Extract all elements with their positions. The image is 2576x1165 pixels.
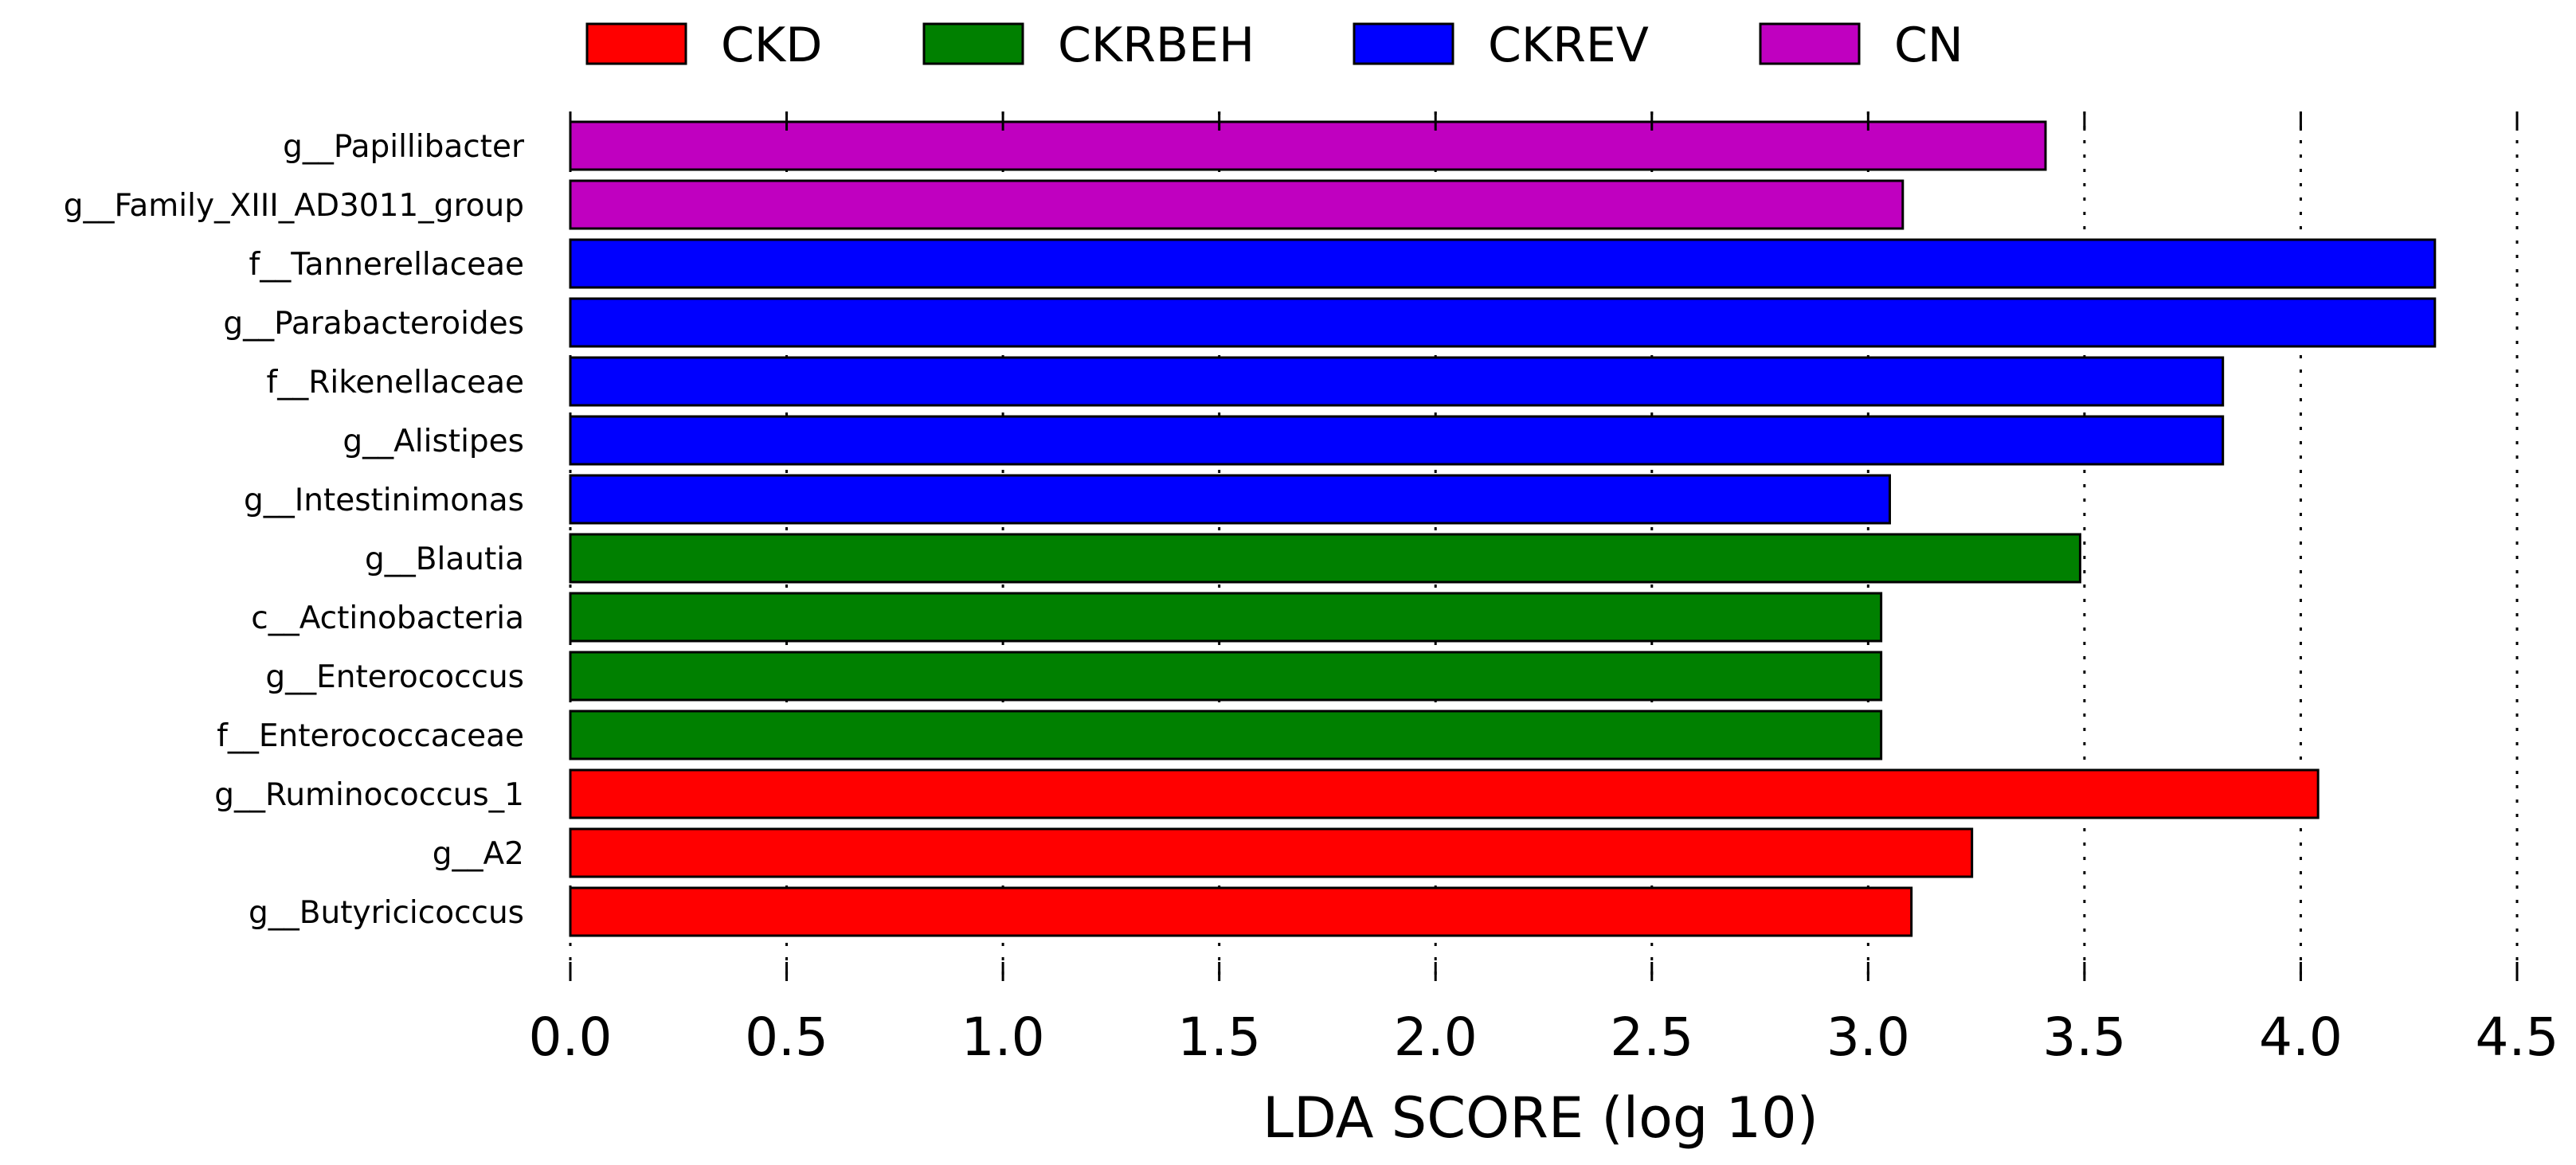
- bar-category-label: f__Rikenellaceae: [267, 365, 524, 401]
- bar-category-label: g__Blautia: [365, 541, 524, 577]
- legend-label-cn: CN: [1894, 18, 1963, 73]
- bar: [569, 356, 2225, 407]
- bar-category-label: g__Butyricicoccus: [249, 895, 524, 931]
- bar-category-label: g__Intestinimonas: [244, 483, 524, 518]
- bar: [569, 651, 1883, 702]
- x-axis-title: LDA SCORE (log 10): [1263, 1085, 1818, 1151]
- bar-category-label: g__Family_XIII_AD3011_group: [64, 188, 524, 224]
- bar-category-label: f__Tannerellaceae: [249, 247, 525, 283]
- legend-label-ckrev: CKREV: [1488, 18, 1649, 73]
- bar: [569, 827, 1974, 878]
- bar: [569, 886, 1913, 937]
- bar: [569, 415, 2225, 466]
- x-tick-label: 2.0: [1394, 1007, 1478, 1068]
- legend-swatch-cn: [1759, 22, 1861, 65]
- x-axis: 0.0 0.5 1.0 1.5 2.0 2.5 3.0 3.5 4.0 4.5: [529, 111, 2559, 1068]
- x-tick-label: 0.0: [529, 1007, 613, 1068]
- x-tick-label: 3.0: [1826, 1007, 1910, 1068]
- legend-label-ckd: CKD: [721, 18, 822, 73]
- bar: [569, 710, 1883, 760]
- bar: [569, 120, 2047, 171]
- x-tick-label: 1.5: [1177, 1007, 1261, 1068]
- legend: CKD CKRBEH CKREV CN: [585, 18, 1963, 73]
- legend-label-ckrbeh: CKRBEH: [1058, 18, 1255, 73]
- legend-swatch-ckrbeh: [922, 22, 1024, 65]
- bar-category-label: c__Actinobacteria: [251, 600, 524, 636]
- x-tick-label: 3.5: [2042, 1007, 2126, 1068]
- bar-category-label: g__Enterococcus: [265, 659, 524, 695]
- bar-category-label: g__Papillibacter: [283, 129, 525, 165]
- x-tick-label: 0.5: [745, 1007, 828, 1068]
- bar-category-label: g__Ruminococcus_1: [214, 777, 524, 813]
- bar-category-label: g__A2: [433, 836, 524, 872]
- bar: [569, 474, 1891, 525]
- x-tick-label: 4.0: [2259, 1007, 2343, 1068]
- bar: [569, 238, 2437, 289]
- legend-swatch-ckd: [585, 22, 687, 65]
- bar: [569, 768, 2320, 819]
- bar: [569, 533, 2081, 584]
- legend-swatch-ckrev: [1353, 22, 1454, 65]
- x-tick-label: 2.5: [1610, 1007, 1693, 1068]
- x-tick-label: 1.0: [961, 1007, 1045, 1068]
- x-tick-label: 4.5: [2476, 1007, 2559, 1068]
- bars: [569, 120, 2437, 937]
- bar-category-label: f__Enterococcaceae: [217, 718, 524, 754]
- bar-labels: g__Papillibacter g__Family_XIII_AD3011_gr…: [64, 129, 525, 931]
- bar: [569, 179, 1905, 230]
- bar-category-label: g__Alistipes: [343, 424, 524, 459]
- bar-category-label: g__Parabacteroides: [223, 306, 524, 342]
- bar: [569, 592, 1883, 643]
- bar: [569, 297, 2437, 348]
